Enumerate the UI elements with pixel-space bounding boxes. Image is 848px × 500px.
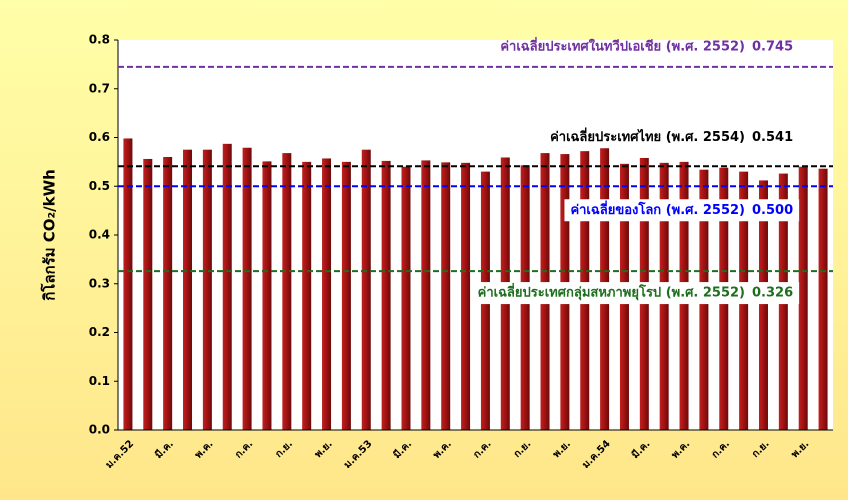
reference-label: ค่าเฉลี่ยประเทศในทวีปเอเชีย (พ.ศ. 2552) (500, 36, 745, 54)
y-tick-label: 0.6 (89, 130, 110, 144)
bar (222, 143, 232, 430)
reference-label: ค่าเฉลี่ยของโลก (พ.ศ. 2552) (570, 200, 745, 218)
reference-value: 0.541 (752, 130, 793, 145)
bar (302, 161, 312, 430)
bar (202, 149, 212, 430)
y-tick-label: 0.0 (89, 423, 110, 437)
bar (758, 180, 768, 430)
bar (798, 166, 808, 430)
label-box (471, 282, 800, 305)
y-axis-label: กิโลกรัม CO₂/kWh (40, 169, 59, 301)
bar (421, 160, 431, 430)
bar (818, 168, 828, 430)
plot-area (118, 40, 833, 430)
bar (361, 149, 371, 430)
bar (322, 158, 332, 430)
bar (183, 149, 193, 430)
y-tick-label: 0.4 (89, 228, 110, 242)
y-tick-label: 0.3 (89, 276, 110, 290)
reference-value: 0.500 (752, 203, 793, 218)
bar (262, 161, 272, 430)
bar (441, 162, 451, 431)
bar (381, 160, 391, 430)
bar (401, 166, 411, 430)
y-tick-label: 0.5 (89, 179, 110, 193)
bar (123, 138, 133, 430)
bar (282, 153, 292, 430)
bar (163, 157, 173, 430)
y-tick-label: 0.7 (89, 81, 110, 95)
bar (461, 162, 471, 430)
y-tick-label: 0.8 (89, 33, 110, 47)
label-box (564, 199, 800, 222)
bar (143, 158, 153, 430)
bar (341, 161, 351, 430)
reference-value: 0.326 (752, 286, 793, 301)
reference-label: ค่าเฉลี่ยประเทศไทย (พ.ศ. 2554) (550, 127, 745, 145)
reference-value: 0.745 (752, 39, 793, 54)
bar (242, 147, 252, 431)
reference-label: ค่าเฉลี่ยประเทศกลุ่มสหภาพยุโรป (พ.ศ. 255… (478, 283, 745, 301)
y-tick-label: 0.2 (89, 325, 110, 339)
y-tick-label: 0.1 (89, 374, 110, 388)
